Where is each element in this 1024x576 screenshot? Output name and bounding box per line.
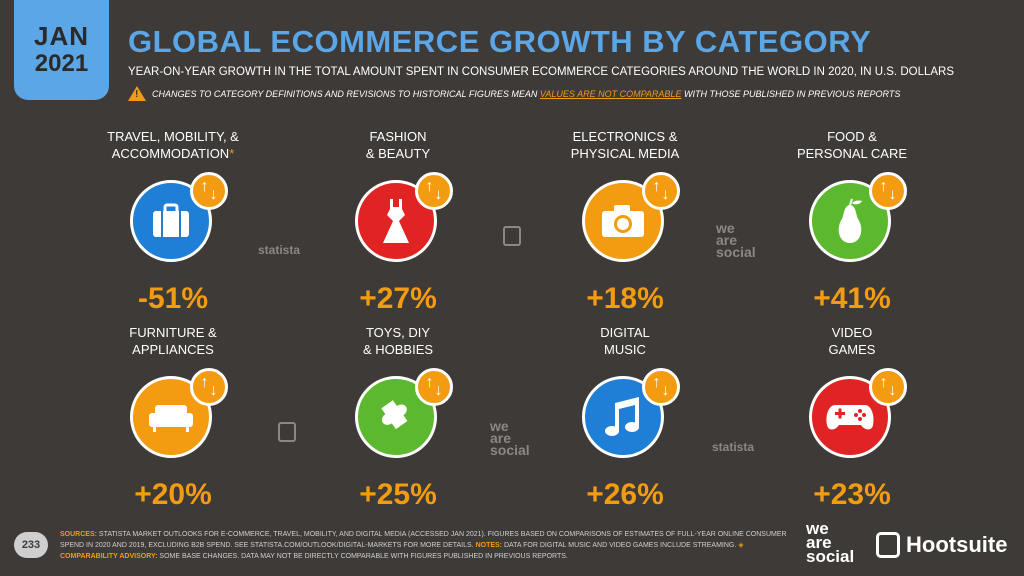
category-label-line2: MUSIC xyxy=(604,342,646,357)
asterisk: * xyxy=(229,146,235,161)
warning-icon: ! xyxy=(128,86,146,101)
page-title: GLOBAL ECOMMERCE GROWTH BY CATEGORY xyxy=(128,24,872,59)
hootsuite-logo: Hootsuite xyxy=(876,532,1007,558)
growth-value: +27% xyxy=(359,282,437,315)
growth-arrows-icon: ↑ ↓ xyxy=(642,172,680,210)
growth-value: +26% xyxy=(586,478,664,511)
we-are-social-logo: we are social xyxy=(806,519,855,566)
date-badge: JAN 2021 xyxy=(14,0,109,100)
category-label-line1: ELECTRONICS & xyxy=(572,129,678,144)
category-label-line2: & HOBBIES xyxy=(362,342,434,357)
growth-value: -51% xyxy=(137,282,209,315)
growth-arrows-icon: ↑ ↓ xyxy=(415,172,453,210)
we-are-social-watermark: we are social xyxy=(716,220,756,260)
category-electronics: ELECTRONICS & PHYSICAL MEDIA ↑ ↓ +18% xyxy=(525,128,725,316)
category-video-games: VIDEO GAMES ↑ ↓ +23% xyxy=(752,324,952,512)
badge-month: JAN xyxy=(33,21,89,51)
category-label-line1: TOYS, DIY xyxy=(365,325,431,340)
puzzle-icon xyxy=(355,376,437,458)
growth-arrows-icon: ↑ ↓ xyxy=(190,368,228,406)
category-label-line2: PHYSICAL MEDIA xyxy=(570,146,680,161)
category-label-line2: ACCOMMODATION xyxy=(111,146,230,161)
category-travel: TRAVEL, MOBILITY, & ACCOMMODATION* ↑ ↓ -51… xyxy=(73,128,273,316)
page-number: 233 xyxy=(14,532,48,558)
growth-arrows-icon: ↑ ↓ xyxy=(190,172,228,210)
warning-text-before: CHANGES TO CATEGORY DEFINITIONS AND REVI… xyxy=(152,88,540,99)
category-label-line1: DIGITAL xyxy=(600,325,650,340)
warning-text-after: WITH THOSE PUBLISHED IN PREVIOUS REPORTS xyxy=(681,88,901,99)
we-are-social-watermark: we are social xyxy=(490,418,530,458)
statista-watermark: statista xyxy=(712,440,755,454)
warning-highlight: VALUES ARE NOT COMPARABLE xyxy=(539,88,682,99)
category-furniture: FURNITURE & APPLIANCES ↑ ↓ +20% xyxy=(73,324,273,512)
category-label-line1: VIDEO xyxy=(831,325,873,340)
hootsuite-owl-watermark-icon xyxy=(503,226,521,246)
growth-arrows-icon: ↑ ↓ xyxy=(869,172,907,210)
growth-value: +20% xyxy=(134,478,212,511)
comparability-warning: ! CHANGES TO CATEGORY DEFINITIONS AND RE… xyxy=(128,86,900,101)
category-label-line1: FASHION xyxy=(369,129,427,144)
growth-value: +41% xyxy=(813,282,891,315)
category-label-line1: TRAVEL, MOBILITY, & xyxy=(107,129,239,144)
category-label-line1: FOOD & xyxy=(827,129,877,144)
badge-year: 2021 xyxy=(34,50,89,77)
category-label-line2: PERSONAL CARE xyxy=(796,146,908,161)
growth-value: +18% xyxy=(586,282,664,315)
page-subtitle: YEAR-ON-YEAR GROWTH IN THE TOTAL AMOUNT … xyxy=(128,66,955,78)
category-fashion: FASHION & BEAUTY ↑ ↓ +27% xyxy=(298,128,498,316)
hootsuite-owl-watermark-icon xyxy=(278,422,296,442)
statista-watermark: statista xyxy=(258,243,301,257)
growth-value: +23% xyxy=(813,478,891,511)
category-food: FOOD & PERSONAL CARE ↑ ↓ +41% xyxy=(752,128,952,316)
growth-arrows-icon: ↑ ↓ xyxy=(415,368,453,406)
category-label-line1: FURNITURE & xyxy=(129,325,217,340)
category-label-line2: & BEAUTY xyxy=(365,146,431,161)
growth-arrows-icon: ↑ ↓ xyxy=(642,368,680,406)
category-toys: TOYS, DIY & HOBBIES ↑ ↓ +25% xyxy=(298,324,498,512)
hootsuite-owl-icon xyxy=(876,532,900,558)
sofa-icon xyxy=(130,376,212,458)
footer-sources: SOURCES: STATISTA MARKET OUTLOOKS FOR E-… xyxy=(60,531,787,560)
growth-arrows-icon: ↑ ↓ xyxy=(869,368,907,406)
growth-value: +25% xyxy=(359,478,437,511)
category-label-line2: APPLIANCES xyxy=(132,342,214,357)
category-digital-music: DIGITAL MUSIC ↑ ↓ +26% xyxy=(525,324,725,512)
category-label-line2: GAMES xyxy=(828,342,876,357)
